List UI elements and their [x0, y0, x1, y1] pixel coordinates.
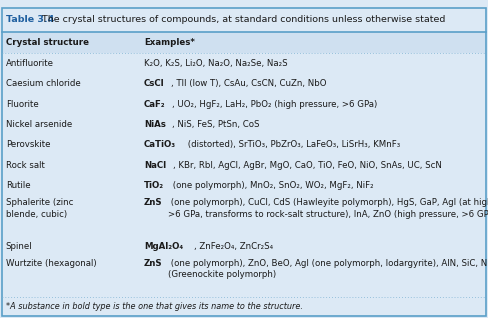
Text: Fluorite: Fluorite [6, 100, 39, 109]
Text: (one polymorph), MnO₂, SnO₂, WO₂, MgF₂, NiF₂: (one polymorph), MnO₂, SnO₂, WO₂, MgF₂, … [170, 181, 373, 190]
Bar [2, 32, 486, 53]
Text: Nickel arsenide: Nickel arsenide [6, 120, 72, 129]
Text: Antifluorite: Antifluorite [6, 59, 54, 68]
Text: , ZnFe₂O₄, ZnCr₂S₄: , ZnFe₂O₄, ZnCr₂S₄ [194, 242, 274, 251]
Text: ZnS: ZnS [144, 259, 163, 268]
Text: (distorted), SrTiO₃, PbZrO₃, LaFeO₃, LiSrH₃, KMnF₃: (distorted), SrTiO₃, PbZrO₃, LaFeO₃, LiS… [185, 140, 401, 149]
Text: NaCl: NaCl [144, 161, 166, 169]
Text: (one polymorph), CuCl, CdS (Hawleyite polymorph), HgS, GaP, AgI (at high pressur: (one polymorph), CuCl, CdS (Hawleyite po… [168, 198, 488, 218]
Text: NiAs: NiAs [144, 120, 166, 129]
Text: MgAl₂O₄: MgAl₂O₄ [144, 242, 183, 251]
Text: Sphalerite (zinc
blende, cubic): Sphalerite (zinc blende, cubic) [6, 198, 73, 218]
Text: Rutile: Rutile [6, 181, 30, 190]
Text: Spinel: Spinel [6, 242, 33, 251]
Text: , NiS, FeS, PtSn, CoS: , NiS, FeS, PtSn, CoS [172, 120, 260, 129]
Text: CsCl: CsCl [144, 80, 164, 88]
Text: Examples*: Examples* [144, 38, 195, 47]
Text: The crystal structures of compounds, at standard conditions unless otherwise sta: The crystal structures of compounds, at … [39, 15, 446, 24]
Text: Rock salt: Rock salt [6, 161, 45, 169]
Text: Caesium chloride: Caesium chloride [6, 80, 81, 88]
Text: (one polymorph), ZnO, BeO, AgI (one polymorph, Iodargyrite), AlN, SiC, NH₄F, CdS: (one polymorph), ZnO, BeO, AgI (one poly… [168, 259, 488, 280]
Text: K₂O, K₂S, Li₂O, Na₂O, Na₂Se, Na₂S: K₂O, K₂S, Li₂O, Na₂O, Na₂Se, Na₂S [144, 59, 287, 68]
Text: Table 3.4: Table 3.4 [6, 15, 54, 24]
Text: Wurtzite (hexagonal): Wurtzite (hexagonal) [6, 259, 97, 268]
Text: CaF₂: CaF₂ [144, 100, 165, 109]
Text: Perovskite: Perovskite [6, 140, 50, 149]
Text: , TlI (low T), CsAu, CsCN, CuZn, NbO: , TlI (low T), CsAu, CsCN, CuZn, NbO [171, 80, 326, 88]
Text: , UO₂, HgF₂, LaH₂, PbO₂ (high pressure, >6 GPa): , UO₂, HgF₂, LaH₂, PbO₂ (high pressure, … [172, 100, 377, 109]
Text: ZnS: ZnS [144, 198, 163, 207]
Text: Crystal structure: Crystal structure [6, 38, 89, 47]
Text: CaTiO₃: CaTiO₃ [144, 140, 176, 149]
Text: *A substance in bold type is the one that gives its name to the structure.: *A substance in bold type is the one tha… [6, 302, 303, 311]
Text: , KBr, RbI, AgCl, AgBr, MgO, CaO, TiO, FeO, NiO, SnAs, UC, ScN: , KBr, RbI, AgCl, AgBr, MgO, CaO, TiO, F… [173, 161, 441, 169]
Text: TiO₂: TiO₂ [144, 181, 164, 190]
